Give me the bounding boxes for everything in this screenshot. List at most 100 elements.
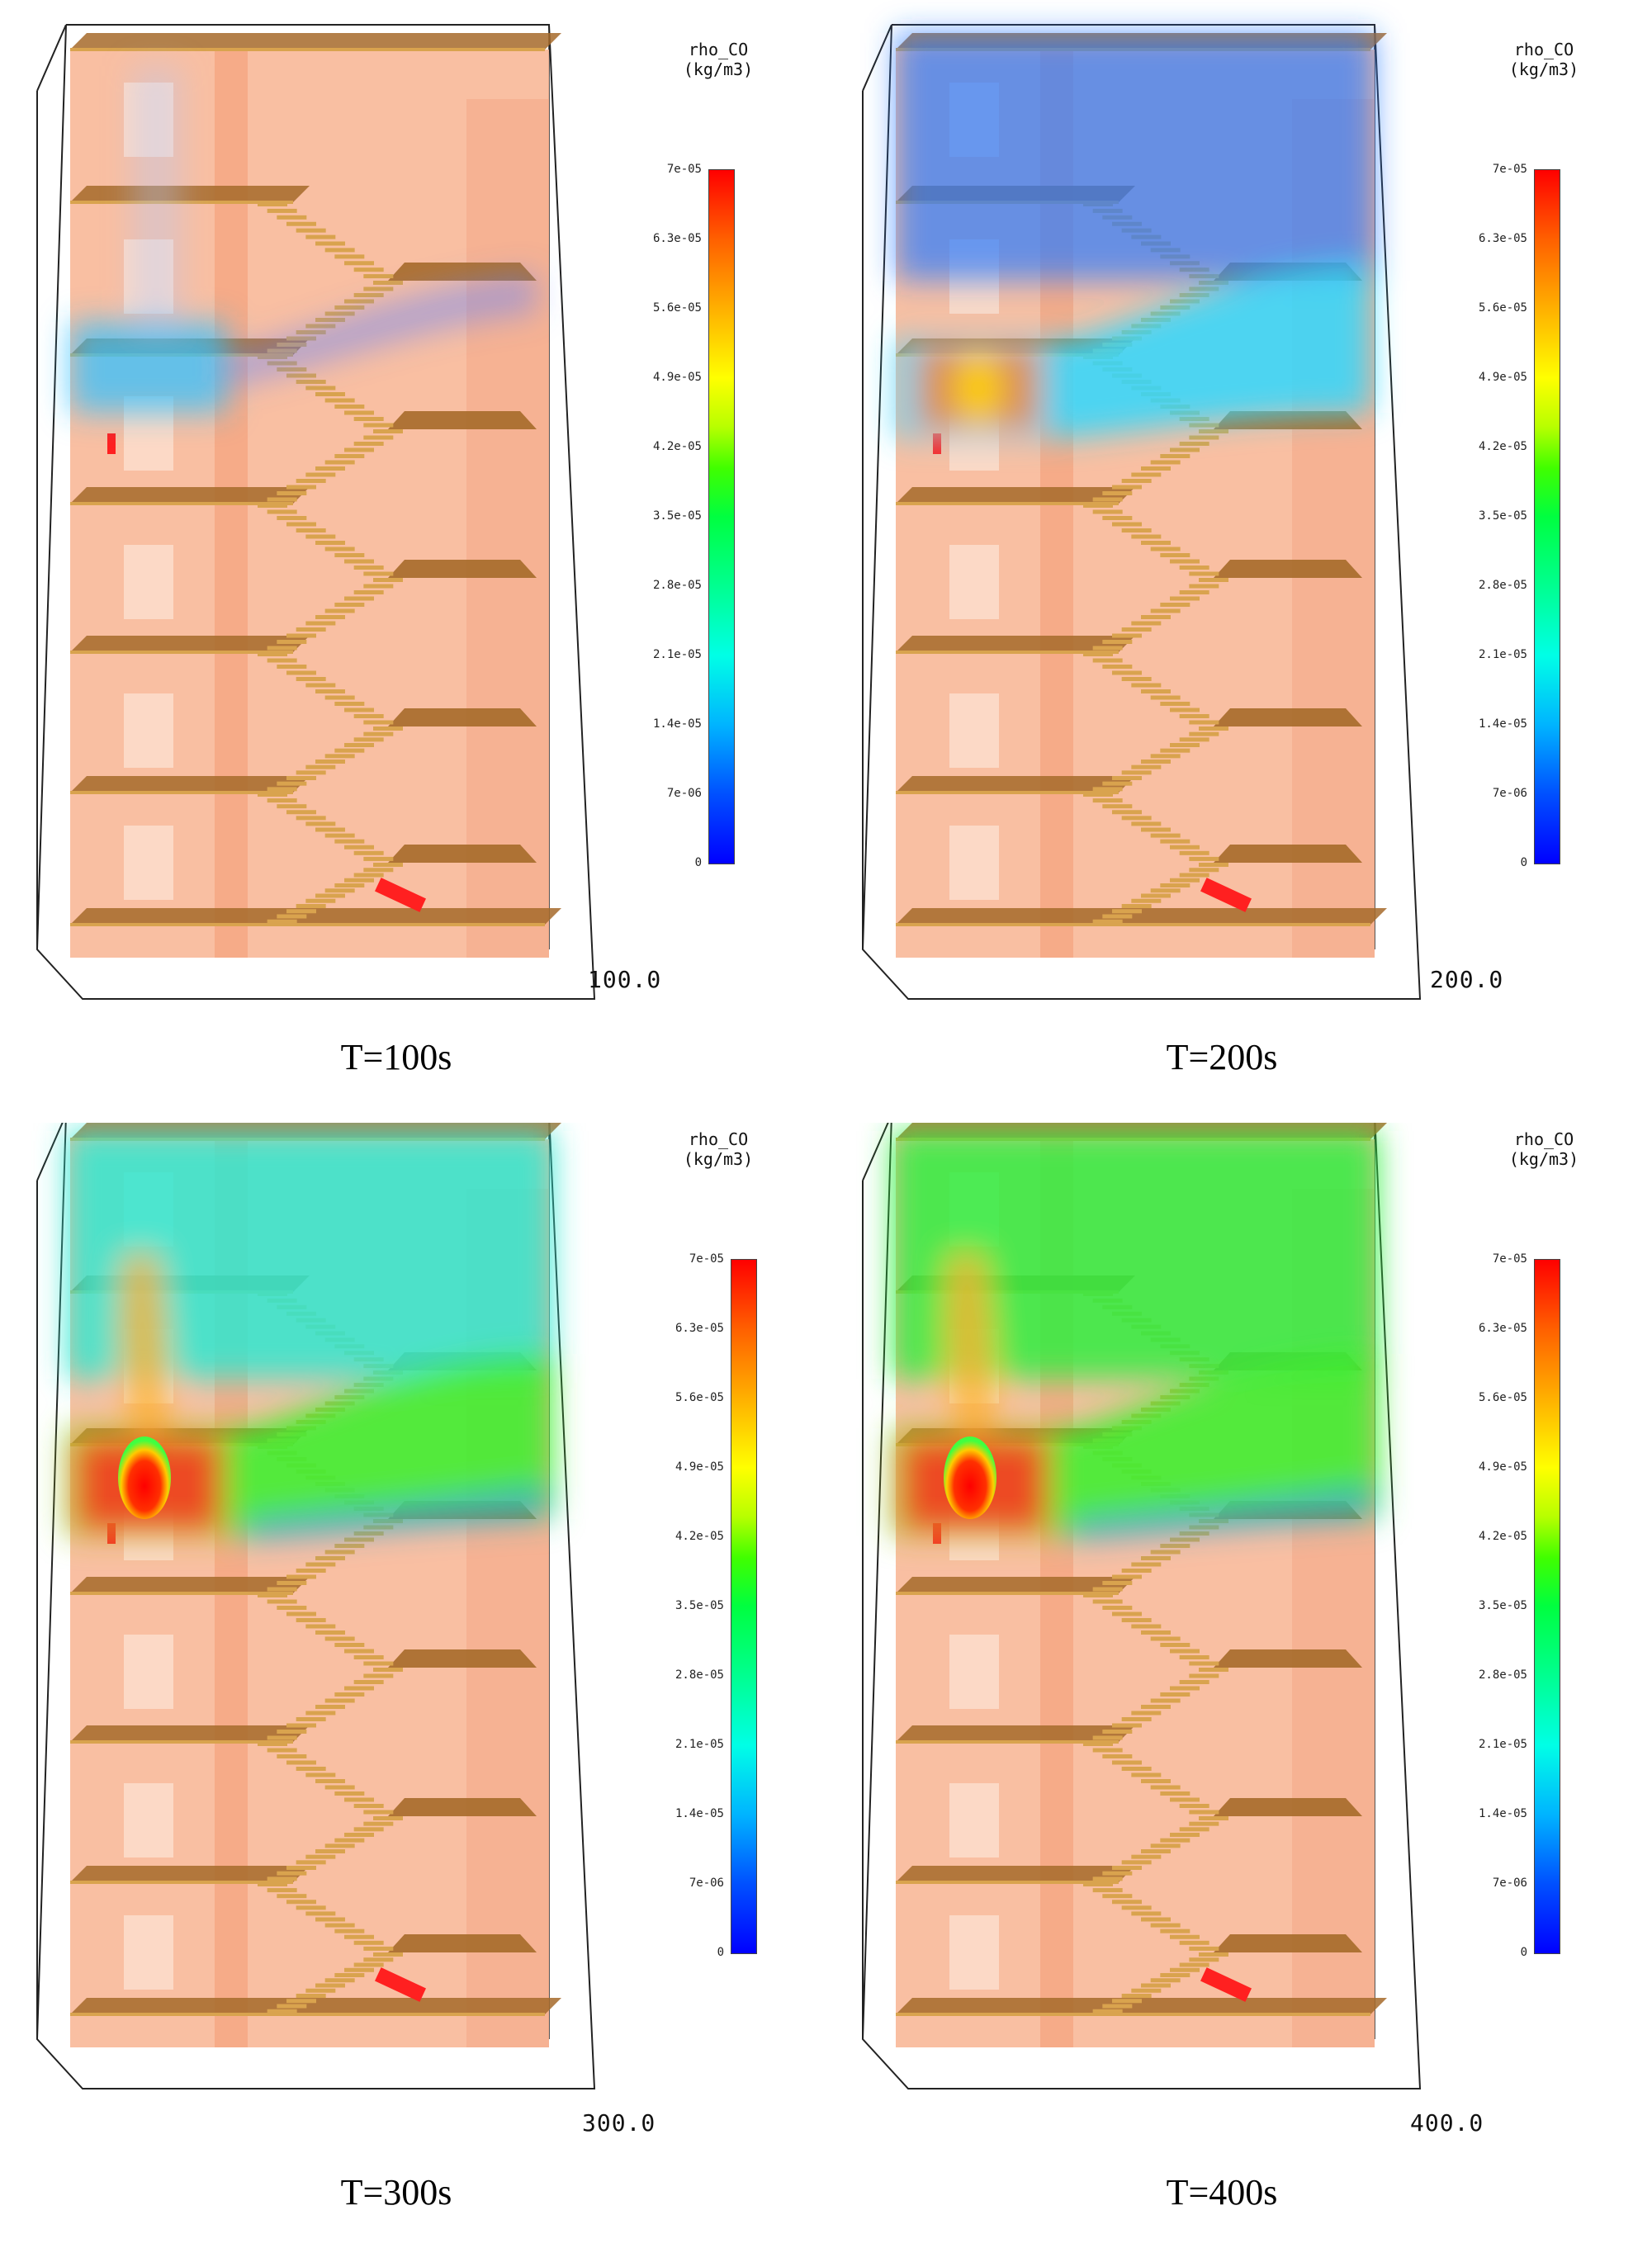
stair-step — [344, 1833, 374, 1837]
stair-step — [1131, 534, 1162, 539]
stair-step — [267, 646, 297, 651]
stair-step — [277, 516, 307, 520]
stair-landing — [1214, 560, 1362, 578]
stair-step — [1092, 658, 1123, 663]
stair-step — [1179, 1827, 1209, 1832]
stair-step — [1102, 804, 1133, 809]
stair-step — [258, 1882, 287, 1886]
stair-step — [1092, 497, 1123, 502]
stair-step — [277, 781, 307, 786]
stair-step — [334, 839, 365, 844]
stair-step — [296, 816, 326, 821]
stair-step — [286, 776, 316, 780]
stair-step — [1102, 1581, 1133, 1585]
stair-step — [277, 215, 307, 220]
stair-step — [373, 429, 403, 433]
stair-step — [1189, 731, 1219, 736]
fire-plume-core — [944, 1436, 996, 1519]
stairwell-scene — [861, 24, 1422, 1000]
stair-step — [1092, 509, 1123, 514]
stair-step — [1141, 827, 1171, 832]
stair-step — [373, 578, 403, 582]
stair-step — [305, 234, 336, 239]
stair-step — [1170, 743, 1200, 747]
stair-step — [363, 435, 394, 440]
stair-step — [1189, 571, 1219, 576]
colorbar-tick-label: 2.8e-05 — [652, 579, 702, 592]
stair-step — [344, 559, 374, 564]
stair-step — [286, 221, 316, 226]
stair-step — [353, 1804, 384, 1808]
stair-step — [1150, 1698, 1181, 1703]
stair-step — [1102, 1871, 1133, 1876]
stair-step — [334, 1544, 365, 1548]
legend-title-unit: (kg/m3) — [1508, 59, 1579, 79]
scene-root — [36, 24, 596, 1000]
stair-step — [277, 2004, 307, 2009]
colorbar-tick-label: 5.6e-05 — [1478, 301, 1527, 315]
smoke-region — [954, 351, 1003, 425]
stair-step — [1083, 652, 1113, 656]
colorbar-tick-label: 4.9e-05 — [675, 1460, 724, 1474]
stair-step — [1189, 1661, 1219, 1666]
stair-step — [1170, 1833, 1200, 1837]
stair-step — [324, 1550, 355, 1555]
stair-step — [286, 522, 316, 527]
stair-step — [1179, 850, 1209, 855]
stair-step — [344, 1537, 374, 1542]
door-panel — [949, 826, 999, 900]
floor-slab — [896, 776, 1135, 793]
stair-step — [315, 827, 345, 832]
stair-step — [344, 447, 374, 452]
stair-step — [1160, 454, 1190, 458]
stair-step — [334, 254, 365, 259]
stair-step — [277, 1871, 307, 1876]
stair-landing — [388, 708, 537, 726]
stair-step — [1179, 873, 1209, 878]
stair-step — [363, 286, 394, 291]
stair-step — [1150, 1785, 1181, 1790]
stair-step — [1170, 1797, 1200, 1802]
stair-step — [1083, 1593, 1113, 1597]
stair-step — [1150, 754, 1181, 759]
stair-step — [1160, 702, 1190, 706]
colorbar-tick-label: 1.4e-05 — [675, 1807, 724, 1820]
door-panel — [124, 545, 173, 619]
stair-step — [1141, 893, 1171, 898]
panel-caption: T=300s — [340, 2172, 452, 2213]
stair-step — [344, 708, 374, 712]
smoke-plume — [70, 66, 537, 413]
stair-step — [1189, 1821, 1219, 1826]
stair-step — [258, 504, 287, 508]
stair-step — [344, 1649, 374, 1654]
stair-step — [363, 1957, 394, 1962]
stair-step — [267, 787, 297, 792]
stair-step — [1131, 821, 1162, 826]
stair-step — [277, 1606, 307, 1610]
stair-step — [1170, 596, 1200, 601]
floor-slab — [896, 1998, 1387, 2014]
stair-step — [1141, 615, 1171, 619]
stair-step — [296, 1994, 326, 1998]
stair-step — [1131, 1711, 1162, 1716]
stair-step — [1131, 1772, 1162, 1777]
smoke-region — [132, 66, 182, 330]
time-readout: 400.0 — [1410, 2109, 1484, 2137]
stair-step — [1160, 1973, 1190, 1977]
stair-step — [296, 380, 326, 384]
stair-step — [1121, 1569, 1152, 1573]
stair-step — [315, 1779, 345, 1783]
colorbar-tick-label: 7e-06 — [1492, 787, 1527, 800]
stair-step — [258, 202, 287, 206]
stair-step — [353, 873, 384, 878]
stair-step — [305, 1988, 336, 1993]
stair-step — [305, 764, 336, 769]
stair-step — [344, 878, 374, 883]
stair-step — [324, 888, 355, 893]
smoke-plume — [896, 33, 1375, 438]
bounding-box-edge — [862, 1123, 889, 1181]
stair-step — [296, 228, 326, 233]
stair-step — [353, 1383, 384, 1387]
legend-title-unit: (kg/m3) — [683, 59, 754, 79]
stair-step — [373, 863, 403, 867]
